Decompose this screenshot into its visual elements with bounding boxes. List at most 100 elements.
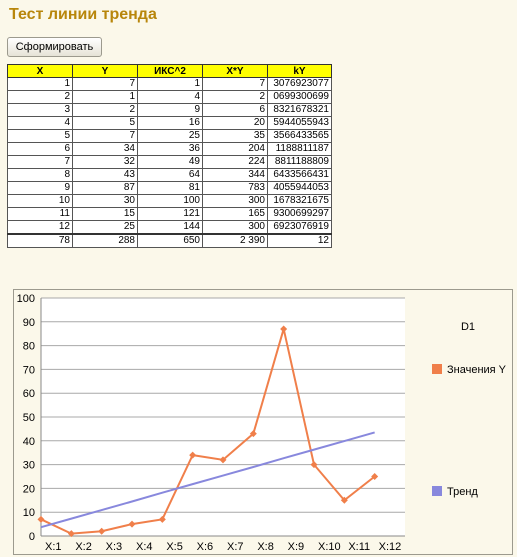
y-tick-label: 50 xyxy=(23,412,35,424)
column-header-x: X xyxy=(7,64,73,78)
table-row: 3 2 9 6 8321678321 xyxy=(7,103,332,117)
cell-y: 15 xyxy=(72,207,138,221)
cell-xy: 300 xyxy=(202,194,268,208)
cell-y: 34 xyxy=(72,142,138,156)
generate-button[interactable]: Сформировать xyxy=(7,37,102,57)
column-header-y: Y xyxy=(72,64,138,78)
total-cell-x-squared: 650 xyxy=(137,233,203,248)
cell-x: 1 xyxy=(7,77,73,91)
cell-xy: 344 xyxy=(202,168,268,182)
table-row: 8 43 64 344 6433566431 xyxy=(7,168,332,182)
legend-swatch xyxy=(432,486,442,496)
y-tick-label: 100 xyxy=(17,293,35,305)
cell-xy: 165 xyxy=(202,207,268,221)
cell-x: 3 xyxy=(7,103,73,117)
table-row: 4 5 16 20 5944055943 xyxy=(7,116,332,130)
column-header-xy: X*Y xyxy=(202,64,268,78)
cell-xy: 6 xyxy=(202,103,268,117)
page-title: Тест линии тренда xyxy=(9,6,157,23)
cell-ky: 6433566431 xyxy=(267,168,332,182)
cell-x: 12 xyxy=(7,220,73,235)
series-line-trend xyxy=(40,431,375,529)
data-point xyxy=(98,527,106,535)
cell-x-squared: 25 xyxy=(137,129,203,143)
table-row: 12 25 144 300 6923076919 xyxy=(7,220,332,235)
cell-xy: 7 xyxy=(202,77,268,91)
x-tick-label: X:8 xyxy=(257,541,274,553)
cell-x-squared: 64 xyxy=(137,168,203,182)
cell-xy: 2 xyxy=(202,90,268,104)
cell-x: 8 xyxy=(7,168,73,182)
cell-ky: 1188811187 xyxy=(267,142,332,156)
cell-ky: 4055944053 xyxy=(267,181,332,195)
trend-chart: 0 10 20 30 40 50 60 70 80 90 100 X:1 X:2 X:3 X:4 X:5 X:… xyxy=(17,293,507,553)
x-tick-label: X:10 xyxy=(318,541,341,553)
cell-y: 2 xyxy=(72,103,138,117)
total-cell-y: 288 xyxy=(72,233,138,248)
x-tick-label: X:6 xyxy=(197,541,214,553)
x-tick-label: X:5 xyxy=(166,541,183,553)
cell-y: 30 xyxy=(72,194,138,208)
cell-x: 4 xyxy=(7,116,73,130)
y-tick-label: 40 xyxy=(23,436,35,448)
table-row: 1 7 1 7 3076923077 xyxy=(7,77,332,91)
cell-y: 87 xyxy=(72,181,138,195)
cell-ky: 5944055943 xyxy=(267,116,332,130)
cell-x: 11 xyxy=(7,207,73,221)
cell-x-squared: 100 xyxy=(137,194,203,208)
table-row: 5 7 25 35 3566433565 xyxy=(7,129,332,143)
cell-y: 25 xyxy=(72,220,138,235)
data-point xyxy=(340,496,348,504)
column-header-x-squared: ИКС^2 xyxy=(137,64,203,78)
cell-xy: 204 xyxy=(202,142,268,156)
cell-x-squared: 1 xyxy=(137,77,203,91)
cell-xy: 300 xyxy=(202,220,268,235)
cell-xy: 35 xyxy=(202,129,268,143)
x-tick-label: X:7 xyxy=(227,541,244,553)
data-point xyxy=(310,461,318,469)
cell-x-squared: 121 xyxy=(137,207,203,221)
x-tick-label: X:1 xyxy=(45,541,62,553)
cell-x: 10 xyxy=(7,194,73,208)
cell-xy: 20 xyxy=(202,116,268,130)
data-point xyxy=(219,456,227,464)
y-tick-label: 60 xyxy=(23,388,35,400)
x-tick-label: X:11 xyxy=(348,541,370,553)
data-point xyxy=(371,473,379,480)
cell-y: 7 xyxy=(72,77,138,91)
cell-ky: 8811188809 xyxy=(267,155,332,169)
table-row: 2 1 4 2 0699300699 xyxy=(7,90,332,104)
total-cell-x: 78 xyxy=(7,233,73,248)
cell-x: 5 xyxy=(7,129,73,143)
table-row: 10 30 100 300 1678321675 xyxy=(7,194,332,208)
table-header-row: X Y ИКС^2 X*Y kY xyxy=(7,64,332,78)
total-cell-xy: 2 390 xyxy=(202,233,268,248)
data-point xyxy=(37,515,45,523)
cell-x-squared: 16 xyxy=(137,116,203,130)
cell-ky: 9300699297 xyxy=(267,207,332,221)
x-tick-label: X:4 xyxy=(136,541,153,553)
legend-swatch xyxy=(432,364,442,374)
y-tick-label: 20 xyxy=(23,483,35,495)
cell-ky: 3076923077 xyxy=(267,77,332,91)
cell-x-squared: 9 xyxy=(137,103,203,117)
cell-x: 9 xyxy=(7,181,73,195)
cell-x-squared: 144 xyxy=(137,220,203,235)
cell-ky: 0699300699 xyxy=(267,90,332,104)
cell-ky: 3566433565 xyxy=(267,129,332,143)
cell-x-squared: 49 xyxy=(137,155,203,169)
x-tick-label: X:3 xyxy=(106,541,123,553)
data-point xyxy=(189,451,197,459)
y-tick-label: 80 xyxy=(23,341,35,353)
data-point xyxy=(249,430,257,438)
cell-ky: 6923076919 xyxy=(267,220,332,235)
x-tick-label: X:12 xyxy=(379,541,402,553)
cell-y: 43 xyxy=(72,168,138,182)
data-point xyxy=(67,530,75,538)
cell-x: 2 xyxy=(7,90,73,104)
y-tick-label: 0 xyxy=(29,531,35,543)
cell-x-squared: 4 xyxy=(137,90,203,104)
cell-y: 5 xyxy=(72,116,138,130)
x-tick-label: X:2 xyxy=(75,541,92,553)
y-tick-label: 90 xyxy=(23,317,35,329)
